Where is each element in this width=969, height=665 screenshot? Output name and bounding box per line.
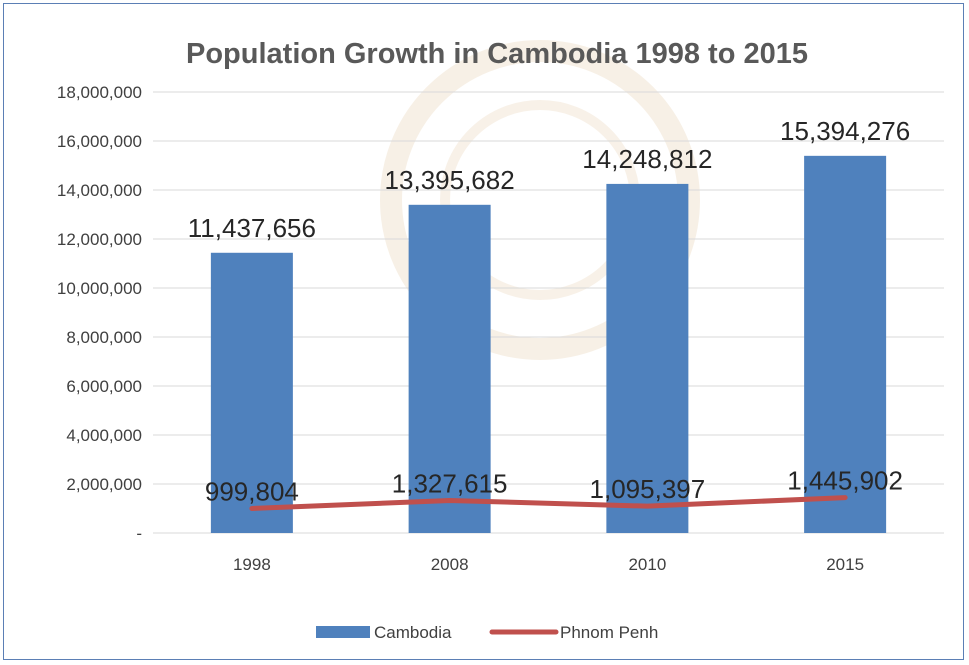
bars-cambodia: [210, 155, 887, 533]
data-labels: 11,437,656 13,395,682 14,248,812 15,394,276…: [188, 116, 910, 507]
bar-value-label: 15,394,276: [780, 116, 910, 146]
y-tick-label: 6,000,000: [66, 377, 142, 396]
series-line-phnom-penh: [249, 495, 848, 512]
x-tick-label: 2010: [628, 555, 666, 574]
bar-value-label: 14,248,812: [582, 144, 712, 174]
y-tick-label: 10,000,000: [57, 279, 142, 298]
y-tick-label: 12,000,000: [57, 230, 142, 249]
bar-value-label: 11,437,656: [188, 213, 316, 243]
line-value-label: 999,804: [205, 477, 299, 507]
bar-2015: [804, 155, 887, 533]
legend-label-phnom-penh: Phnom Penh: [560, 623, 658, 642]
bar-value-label: 13,395,682: [385, 165, 515, 195]
y-axis-ticks: - 2,000,000 4,000,000 6,000,000 8,000,000 10,…: [57, 83, 142, 543]
x-tick-label: 2008: [431, 555, 469, 574]
line-value-label: 1,095,397: [590, 474, 706, 504]
bar-2008: [408, 204, 491, 533]
y-tick-label: 18,000,000: [57, 83, 142, 102]
bar-2010: [606, 183, 689, 533]
legend-label-cambodia: Cambodia: [374, 623, 452, 642]
line-phnom-penh: [249, 495, 848, 512]
y-tick-label: 14,000,000: [57, 181, 142, 200]
x-axis-ticks: 1998 2008 2010 2015: [233, 555, 864, 574]
line-value-label: 1,327,615: [392, 468, 508, 498]
y-tick-label: 16,000,000: [57, 132, 142, 151]
x-tick-label: 1998: [233, 555, 271, 574]
y-tick-label: 4,000,000: [66, 426, 142, 445]
line-value-label: 1,445,902: [787, 466, 903, 496]
y-tick-label: 2,000,000: [66, 475, 142, 494]
y-tick-label: 8,000,000: [66, 328, 142, 347]
legend-swatch-cambodia: [316, 626, 370, 638]
chart-title: Population Growth in Cambodia 1998 to 20…: [186, 38, 808, 70]
bar-1998: [210, 252, 293, 533]
y-tick-label: -: [136, 524, 142, 543]
legend: Cambodia Phnom Penh: [316, 623, 658, 642]
x-tick-label: 2015: [826, 555, 864, 574]
